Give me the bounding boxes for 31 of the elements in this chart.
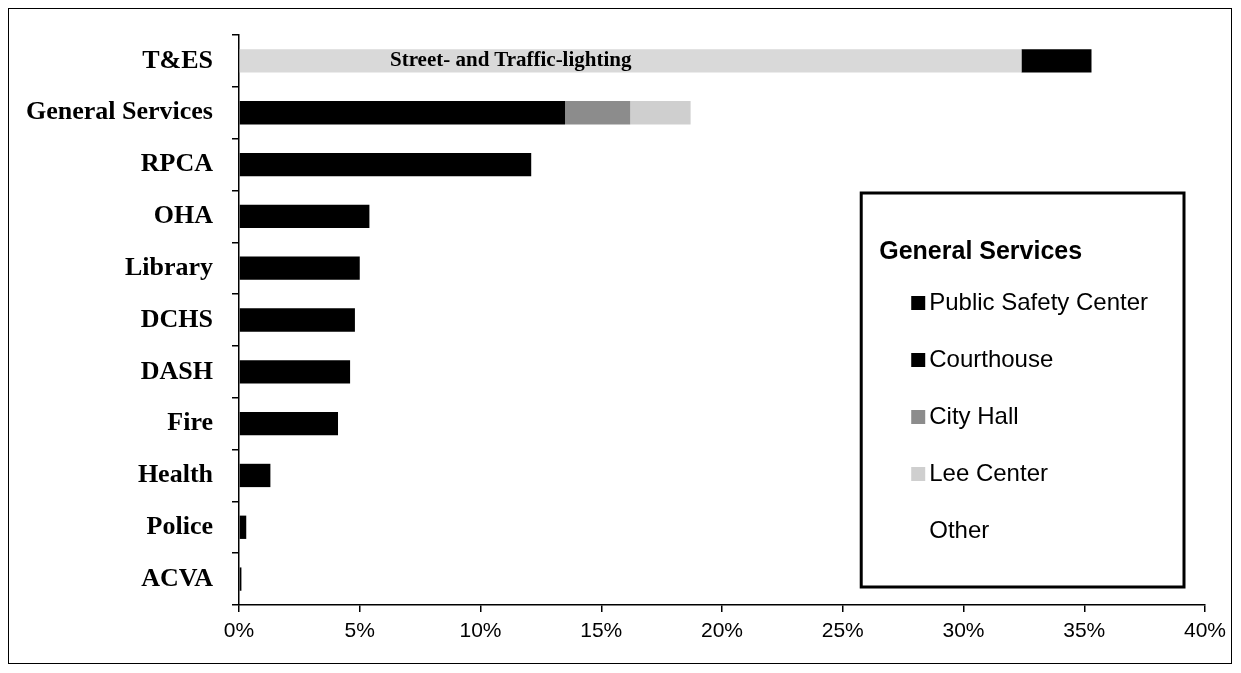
bar bbox=[565, 101, 631, 125]
legend-title: General Services bbox=[879, 235, 1083, 264]
x-tick-label: 0% bbox=[223, 618, 255, 642]
y-tick-label: Health bbox=[137, 459, 214, 489]
y-tick-label: DCHS bbox=[140, 303, 213, 333]
x-tick-label: 35% bbox=[1063, 618, 1106, 642]
x-tick-label: 25% bbox=[821, 618, 864, 642]
x-tick-label: 30% bbox=[942, 618, 985, 642]
legend-label: Lee Center bbox=[929, 458, 1048, 486]
bar bbox=[630, 101, 691, 125]
text: Other bbox=[929, 515, 990, 543]
y-tick-label: OHA bbox=[153, 200, 214, 230]
x-tick-label: 5% bbox=[344, 618, 375, 642]
bar bbox=[239, 49, 1022, 73]
y-tick-label: General Services bbox=[26, 96, 213, 126]
bar bbox=[1021, 49, 1092, 73]
legend-label: Courthouse bbox=[929, 344, 1054, 372]
y-tick-label: ACVA bbox=[141, 562, 214, 592]
legend-label: City Hall bbox=[929, 401, 1019, 429]
y-tick-label: T&ES bbox=[142, 44, 213, 74]
x-tick-label: 40% bbox=[1183, 618, 1227, 642]
y-tick-label: Fire bbox=[167, 407, 213, 437]
y-tick-label: Police bbox=[146, 510, 213, 540]
legend-label: Public Safety Center bbox=[929, 287, 1149, 315]
annotation: Street- and Traffic-lighting bbox=[390, 47, 632, 72]
x-tick-label: 15% bbox=[580, 618, 623, 642]
y-tick-label: DASH bbox=[140, 355, 213, 385]
y-tick-label: RPCA bbox=[140, 148, 214, 178]
y-tick-label: Library bbox=[124, 251, 213, 281]
x-tick-label: 10% bbox=[459, 618, 502, 642]
x-tick-label: 20% bbox=[700, 618, 744, 642]
